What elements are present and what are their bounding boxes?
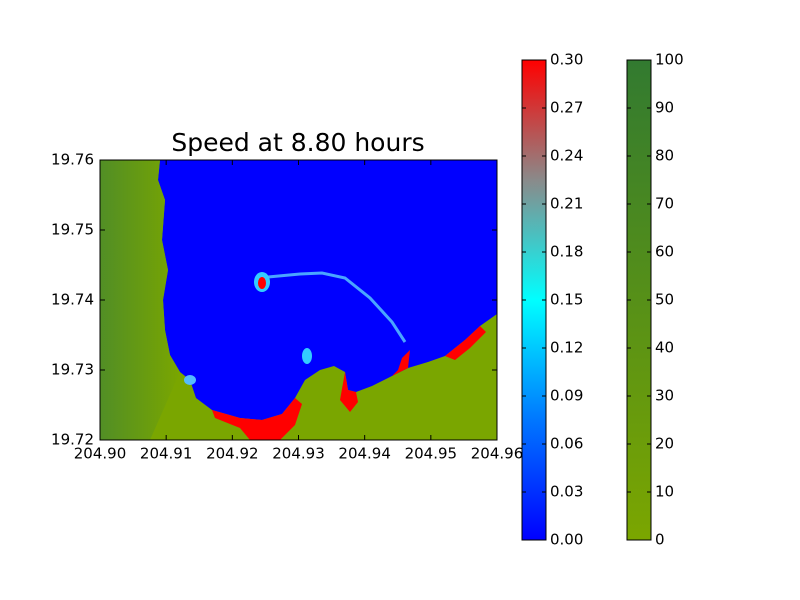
y-tick-label: 19.76 <box>51 151 94 169</box>
colorbar-tick-label: 10 <box>655 483 674 501</box>
fast-patch <box>445 326 486 360</box>
x-tick-label: 204.95 <box>405 445 458 463</box>
colorbar-tick-label: 40 <box>655 339 674 357</box>
fast-patch <box>340 372 358 412</box>
y-tick-label: 19.74 <box>51 291 94 309</box>
colorbar-tick-label: 0.09 <box>550 387 583 405</box>
chart-title: Speed at 8.80 hours <box>171 128 424 157</box>
colorbar-tick-label: 80 <box>655 147 674 165</box>
colorbar-tick-label: 20 <box>655 435 674 453</box>
shoal <box>302 348 312 364</box>
map-image <box>100 160 497 440</box>
colorbar-tick-label: 0 <box>655 531 665 549</box>
colorbar-tick-label: 0.24 <box>550 147 583 165</box>
x-tick-label: 204.90 <box>74 445 127 463</box>
colorbar-tick-label: 0.30 <box>550 51 583 69</box>
colorbar-tick-label: 100 <box>655 51 684 69</box>
colorbar-tick-label: 30 <box>655 387 674 405</box>
colorbar-tick-label: 60 <box>655 243 674 261</box>
colorbar-tick-label: 0.00 <box>550 531 583 549</box>
fast-patch <box>258 277 266 289</box>
x-tick-label: 204.96 <box>471 445 524 463</box>
x-tick-label: 204.91 <box>140 445 193 463</box>
y-tick-label: 19.75 <box>51 221 94 239</box>
colorbar-tick-label: 50 <box>655 291 674 309</box>
land-highland <box>100 160 180 440</box>
colorbar-tick-label: 0.12 <box>550 339 583 357</box>
colorbar-tick-label: 0.06 <box>550 435 583 453</box>
x-tick-label: 204.94 <box>338 445 391 463</box>
y-tick-label: 19.72 <box>51 431 94 449</box>
fast-patch <box>212 398 302 440</box>
colorbar-tick-label: 0.27 <box>550 99 583 117</box>
x-tick-label: 204.93 <box>272 445 325 463</box>
colorbar-tick-label: 0.03 <box>550 483 583 501</box>
colorbar-tick-label: 90 <box>655 99 674 117</box>
colorbar-tick-label: 70 <box>655 195 674 213</box>
sand-spit <box>267 271 407 343</box>
shoal <box>184 375 196 385</box>
x-tick-label: 204.92 <box>206 445 259 463</box>
colorbar-tick-label: 0.15 <box>550 291 583 309</box>
y-tick-label: 19.73 <box>51 361 94 379</box>
fast-patch <box>392 350 410 376</box>
colorbar-tick-label: 0.21 <box>550 195 583 213</box>
colorbar-tick-label: 0.18 <box>550 243 583 261</box>
